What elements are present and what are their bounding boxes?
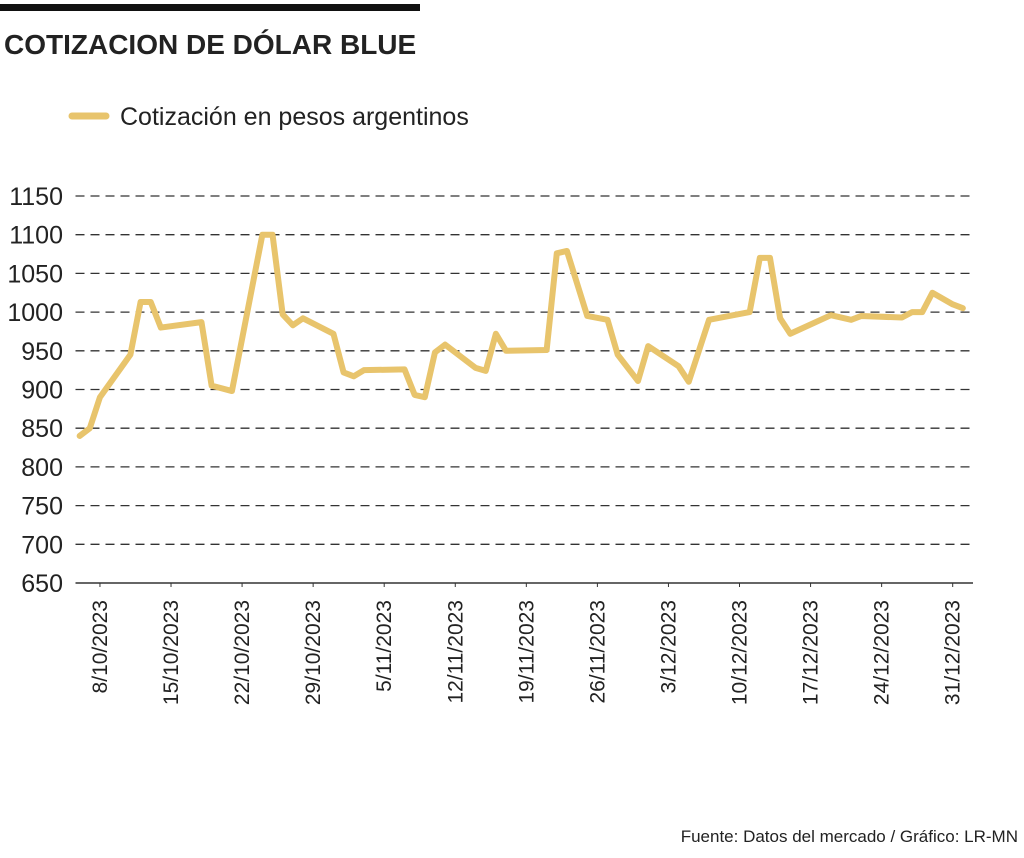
legend-label: Cotización en pesos argentinos — [120, 103, 469, 131]
data-line — [76, 231, 966, 439]
y-tick-label: 900 — [21, 377, 63, 405]
x-tick-label: 26/11/2023 — [586, 600, 609, 704]
x-tick-label: 10/12/2023 — [729, 600, 752, 705]
x-tick-label: 22/10/2023 — [231, 600, 254, 705]
y-tick-label: 1000 — [7, 299, 63, 327]
x-tick-label: 29/10/2023 — [302, 600, 325, 705]
y-tick-label: 650 — [21, 570, 63, 598]
x-tick-label: 5/11/2023 — [373, 600, 396, 692]
y-tick-label: 950 — [21, 338, 63, 366]
x-tick-label: 19/11/2023 — [515, 600, 538, 704]
source-note: Fuente: Datos del mercado / Gráfico: LR-… — [681, 827, 1018, 846]
y-tick-label: 1050 — [7, 260, 63, 288]
y-tick-label: 1100 — [9, 222, 63, 250]
x-tick-label: 8/10/2023 — [89, 600, 112, 693]
chart-title: COTIZACION DE DÓLAR BLUE — [4, 29, 416, 60]
y-tick-label: 700 — [21, 531, 63, 559]
x-tick-label: 31/12/2023 — [942, 600, 965, 705]
x-tick-label: 24/12/2023 — [871, 600, 894, 705]
y-tick-label: 750 — [21, 493, 63, 521]
x-tick-label: 3/12/2023 — [657, 600, 680, 693]
y-tick-label: 1150 — [9, 183, 63, 211]
y-tick-label: 800 — [21, 454, 63, 482]
x-tick-label: 12/11/2023 — [444, 600, 467, 704]
y-tick-label: 850 — [21, 415, 63, 443]
x-tick-label: 17/12/2023 — [800, 600, 823, 705]
x-tick-label: 15/10/2023 — [160, 600, 183, 705]
title-bar — [0, 4, 420, 11]
